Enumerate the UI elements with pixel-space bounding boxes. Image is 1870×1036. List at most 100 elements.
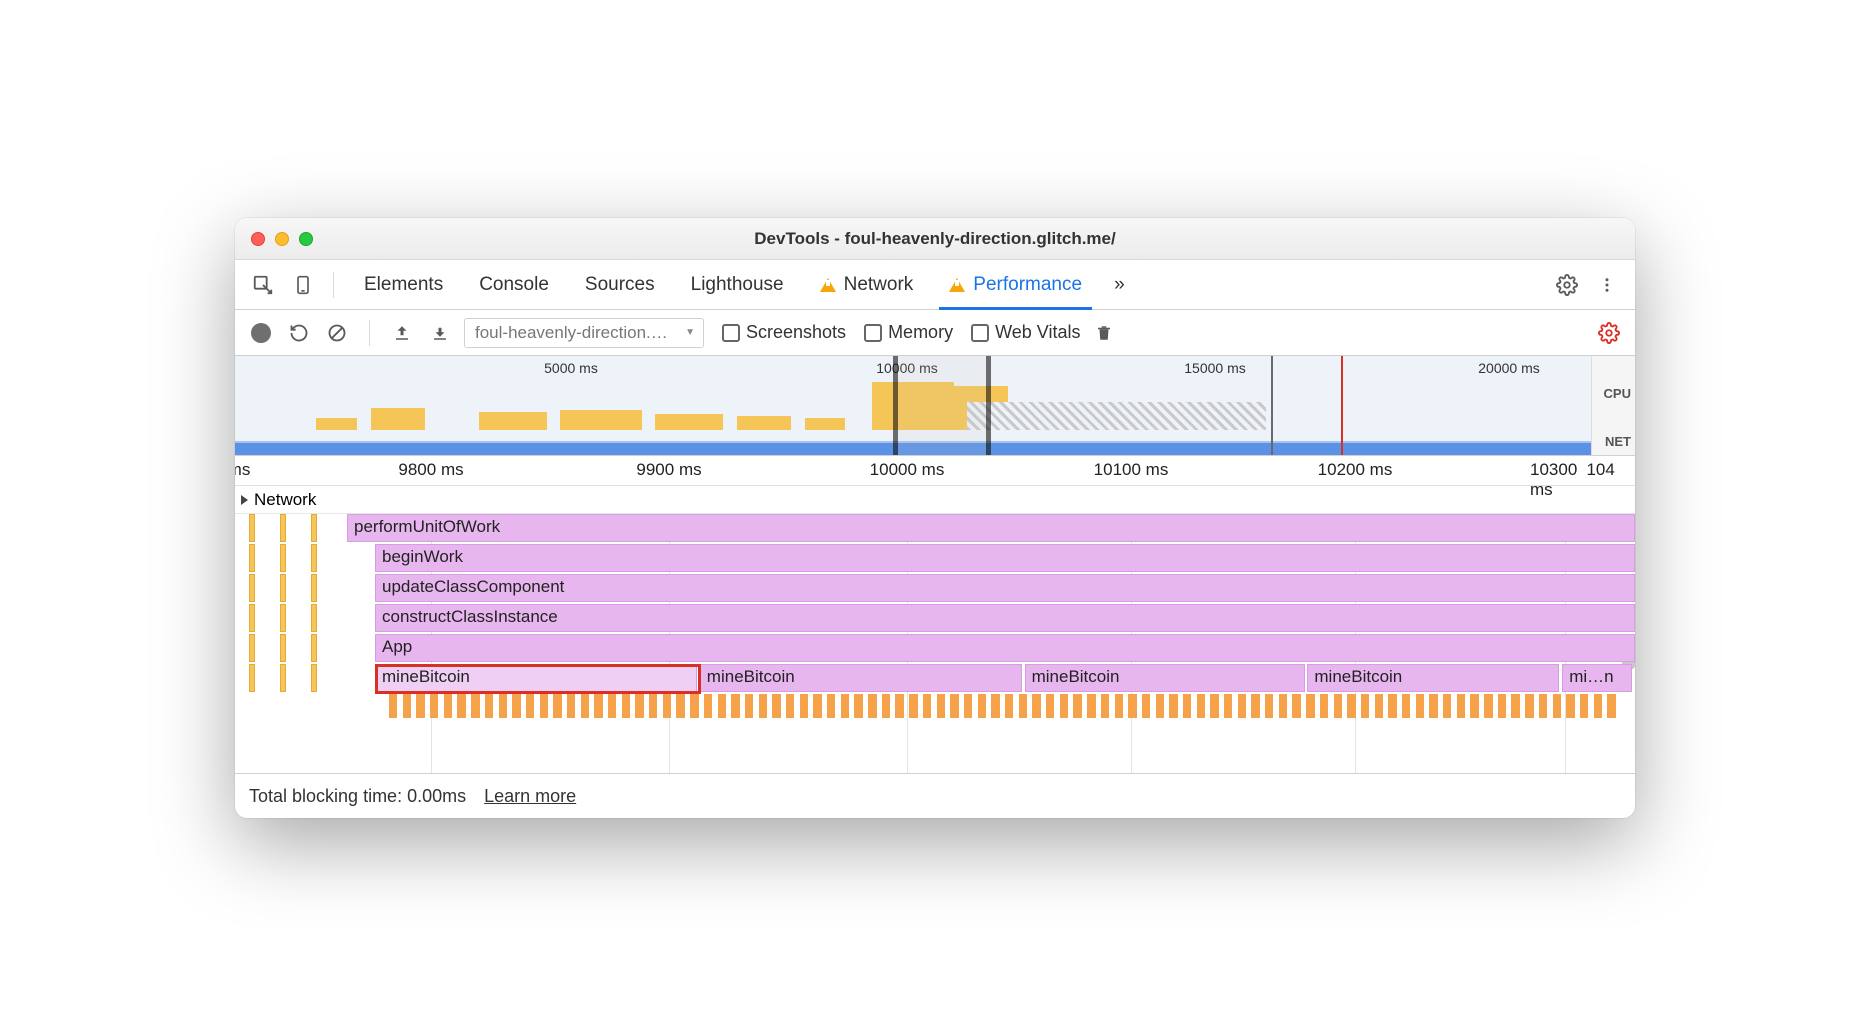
- tab-label: Network: [844, 274, 914, 296]
- tab-network[interactable]: Network: [802, 260, 932, 309]
- cpu-hatch-segment: [967, 402, 1265, 430]
- close-button[interactable]: [251, 232, 265, 246]
- detail-ruler[interactable]: ms 9800 ms9900 ms10000 ms10100 ms10200 m…: [235, 456, 1635, 486]
- maximize-button[interactable]: [299, 232, 313, 246]
- micro-task: [909, 694, 917, 718]
- micro-task: [1032, 694, 1040, 718]
- tab-performance[interactable]: Performance: [931, 260, 1100, 309]
- timeline-overview[interactable]: 5000 ms10000 ms15000 ms20000 ms CPU NET: [235, 356, 1635, 456]
- ruler-right-edge: 104: [1586, 460, 1614, 480]
- profile-select[interactable]: foul-heavenly-direction.…: [464, 318, 704, 348]
- download-button[interactable]: [426, 319, 454, 347]
- flame-bar[interactable]: mineBitcoin: [1025, 664, 1305, 692]
- micro-task: [1470, 694, 1478, 718]
- micro-task: [1279, 694, 1287, 718]
- task-sliver: [280, 664, 286, 692]
- flame-bar[interactable]: mi…n: [1562, 664, 1632, 692]
- micro-task: [1005, 694, 1013, 718]
- checkbox-memory[interactable]: Memory: [864, 322, 953, 343]
- record-button[interactable]: [247, 319, 275, 347]
- devtools-tabs: Elements ConsoleSourcesLighthouse Network P…: [235, 260, 1635, 310]
- tab-label: Elements: [364, 274, 443, 296]
- profile-select-label: foul-heavenly-direction.…: [475, 323, 668, 343]
- ruler-left-edge: ms: [235, 460, 250, 480]
- micro-task: [471, 694, 479, 718]
- task-sliver: [280, 634, 286, 662]
- flame-bar[interactable]: mineBitcoin: [375, 664, 697, 692]
- micro-task: [950, 694, 958, 718]
- micro-task: [594, 694, 602, 718]
- flame-bar[interactable]: updateClassComponent: [375, 574, 1635, 602]
- minimize-button[interactable]: [275, 232, 289, 246]
- task-sliver: [311, 664, 317, 692]
- upload-button[interactable]: [388, 319, 416, 347]
- device-toggle-icon[interactable]: [285, 267, 321, 303]
- micro-task: [1498, 694, 1506, 718]
- flame-bar[interactable]: beginWork: [375, 544, 1635, 572]
- micro-task: [1197, 694, 1205, 718]
- ruler-tick: 9900 ms: [636, 460, 701, 480]
- micro-task: [567, 694, 575, 718]
- micro-task: [430, 694, 438, 718]
- micro-task: [622, 694, 630, 718]
- task-sliver: [311, 574, 317, 602]
- tbt-label: Total blocking time: 0.00ms: [249, 786, 466, 807]
- micro-task: [1087, 694, 1095, 718]
- checkbox-web-vitals[interactable]: Web Vitals: [971, 322, 1080, 343]
- overview-selection[interactable]: [893, 356, 991, 455]
- reload-button[interactable]: [285, 319, 313, 347]
- tab-elements[interactable]: Elements: [346, 260, 461, 309]
- kebab-menu-icon[interactable]: [1589, 267, 1625, 303]
- divider: [333, 272, 334, 298]
- cpu-label: CPU: [1592, 386, 1631, 401]
- window-titlebar: DevTools - foul-heavenly-direction.glitc…: [235, 218, 1635, 260]
- micro-task: [1443, 694, 1451, 718]
- micro-task: [895, 694, 903, 718]
- tab-lighthouse[interactable]: Lighthouse: [673, 260, 802, 309]
- flame-bar[interactable]: mineBitcoin: [1307, 664, 1559, 692]
- cpu-flame-segment: [805, 418, 846, 430]
- micro-task: [1361, 694, 1369, 718]
- tab-console[interactable]: Console: [461, 260, 567, 309]
- flame-bar[interactable]: mineBitcoin: [700, 664, 1022, 692]
- micro-task: [1402, 694, 1410, 718]
- micro-task: [1320, 694, 1328, 718]
- micro-task: [403, 694, 411, 718]
- micro-task: [786, 694, 794, 718]
- tab-sources[interactable]: Sources: [567, 260, 673, 309]
- micro-task: [1128, 694, 1136, 718]
- micro-task: [540, 694, 548, 718]
- capture-settings-icon[interactable]: [1595, 319, 1623, 347]
- checkbox-screenshots[interactable]: Screenshots: [722, 322, 846, 343]
- micro-task: [868, 694, 876, 718]
- micro-task: [827, 694, 835, 718]
- micro-task: [1416, 694, 1424, 718]
- flame-grid[interactable]: performUnitOfWorkbeginWorkupdateClassCom…: [235, 514, 1635, 774]
- network-track-header[interactable]: Network: [235, 486, 1635, 514]
- micro-task: [1347, 694, 1355, 718]
- flame-bar[interactable]: constructClassInstance: [375, 604, 1635, 632]
- micro-task: [854, 694, 862, 718]
- learn-more-link[interactable]: Learn more: [484, 786, 576, 807]
- overview-tick: 20000 ms: [1478, 360, 1539, 376]
- micro-task: [553, 694, 561, 718]
- divider: [369, 320, 370, 346]
- cpu-flame-segment: [479, 412, 547, 430]
- micro-task: [718, 694, 726, 718]
- inspect-icon[interactable]: [245, 267, 281, 303]
- overflow-tabs[interactable]: »: [1104, 260, 1135, 309]
- micro-task: [1115, 694, 1123, 718]
- flame-bar[interactable]: App: [375, 634, 1635, 662]
- micro-task: [1292, 694, 1300, 718]
- clear-button[interactable]: [323, 319, 351, 347]
- settings-gear-icon[interactable]: [1549, 267, 1585, 303]
- ruler-tick: 10000 ms: [870, 460, 945, 480]
- trash-icon[interactable]: [1090, 319, 1118, 347]
- micro-task: [1607, 694, 1615, 718]
- micro-task: [772, 694, 780, 718]
- overflow-label: »: [1114, 274, 1125, 296]
- flame-bar[interactable]: performUnitOfWork: [347, 514, 1635, 542]
- micro-task: [416, 694, 424, 718]
- micro-task: [937, 694, 945, 718]
- summary-footer: Total blocking time: 0.00ms Learn more: [235, 774, 1635, 818]
